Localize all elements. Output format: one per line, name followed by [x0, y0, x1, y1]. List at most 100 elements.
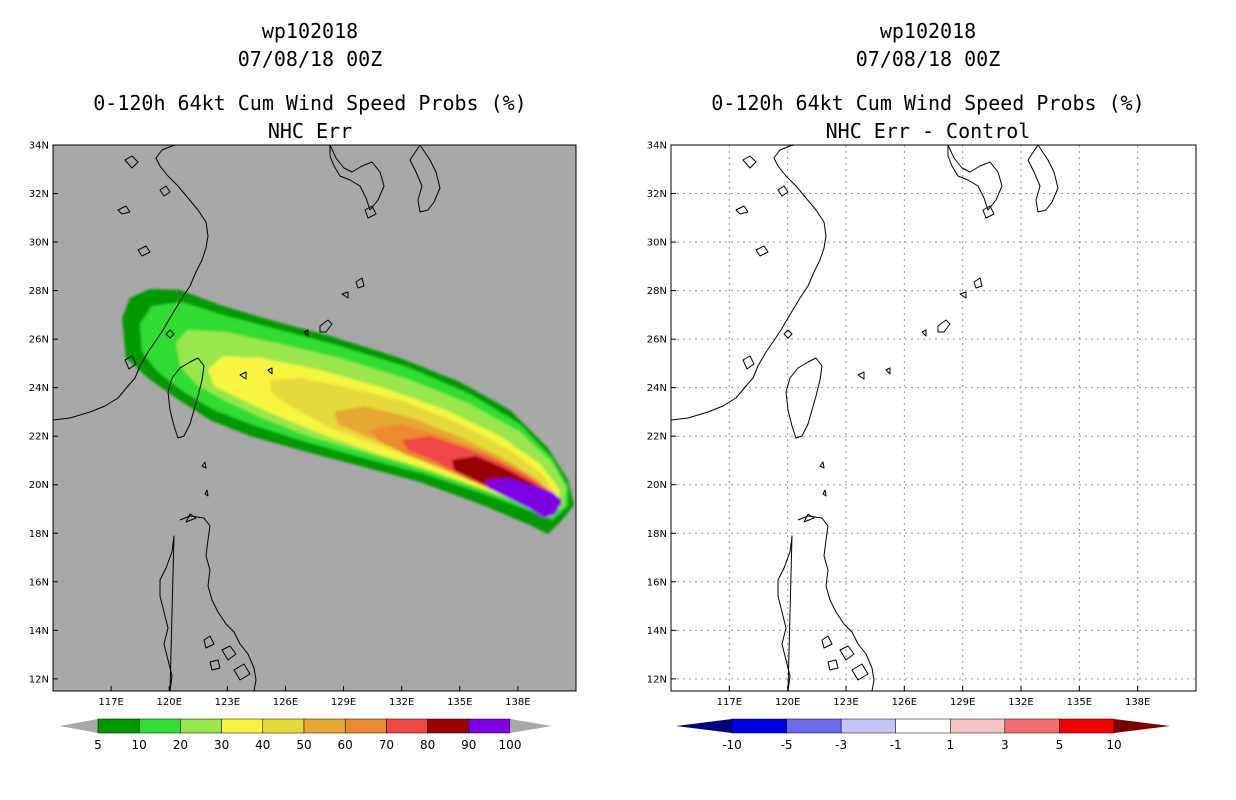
- colorbar-label: 30: [214, 738, 229, 752]
- y-tick-label: 30N: [29, 238, 49, 249]
- x-tick-label: 132E: [389, 697, 414, 708]
- right-colorbar-under-arrow: [676, 719, 732, 733]
- colorbar-swatch: [344, 718, 387, 734]
- left-title-subtitle: NHC Err: [268, 119, 352, 143]
- left-map-frame: [52, 144, 577, 692]
- y-tick-label: 20N: [29, 480, 49, 491]
- right-title-date: 07/08/18 00Z: [856, 47, 1001, 71]
- right-panel: wp102018 07/08/18 00Z 0-120h 64kt Cum Wi…: [647, 19, 1197, 752]
- y-tick-label: 24N: [647, 383, 667, 394]
- colorbar-label: -5: [781, 738, 793, 752]
- colorbar-label: 50: [296, 738, 311, 752]
- x-tick-label: 117E: [717, 697, 742, 708]
- colorbar-swatch: [1004, 718, 1060, 734]
- swath-level-90: [486, 478, 562, 518]
- colorbar-label: 5: [1056, 738, 1064, 752]
- y-tick-label: 28N: [647, 286, 667, 297]
- colorbar-label: 80: [420, 738, 435, 752]
- x-tick-label: 135E: [447, 697, 472, 708]
- y-tick-label: 14N: [647, 626, 667, 637]
- y-tick-label: 34N: [29, 141, 49, 152]
- right-title-product: 0-120h 64kt Cum Wind Speed Probs (%): [711, 91, 1144, 115]
- x-tick-label: 135E: [1067, 697, 1092, 708]
- x-tick-label: 120E: [775, 697, 800, 708]
- colorbar-swatch: [950, 718, 1006, 734]
- right-y-ticks: 12N 14N 16N 18N 20N 22N 24N 26N 28N 30N 32N 34N: [647, 141, 676, 685]
- right-title-storm: wp102018: [880, 19, 976, 43]
- right-map-frame: [670, 144, 1197, 692]
- y-tick-label: 24N: [29, 383, 49, 394]
- x-tick-label: 129E: [331, 697, 356, 708]
- y-tick-label: 14N: [29, 626, 49, 637]
- x-tick-label: 123E: [833, 697, 858, 708]
- colorbar-label: 10: [132, 738, 147, 752]
- colorbar-swatch: [221, 718, 264, 734]
- y-tick-label: 22N: [647, 432, 667, 443]
- colorbar-label: 20: [173, 738, 188, 752]
- y-tick-label: 22N: [29, 432, 49, 443]
- right-gridlines: [671, 144, 1196, 691]
- colorbar-swatch: [840, 718, 896, 734]
- y-tick-label: 32N: [647, 189, 667, 200]
- colorbar-swatch: [303, 718, 346, 734]
- y-tick-label: 26N: [647, 335, 667, 346]
- right-map-background: [671, 145, 1196, 691]
- y-tick-label: 16N: [647, 577, 667, 588]
- colorbar-swatch: [386, 718, 428, 734]
- left-x-ticks: 117E 120E 123E 126E 129E 132E 135E 138E: [98, 686, 531, 708]
- y-tick-label: 32N: [29, 189, 49, 200]
- colorbar-label: 3: [1001, 738, 1009, 752]
- left-colorbar-over-arrow: [510, 719, 552, 733]
- right-title-subtitle: NHC Err - Control: [826, 119, 1031, 143]
- x-tick-label: 138E: [505, 697, 530, 708]
- left-title-product: 0-120h 64kt Cum Wind Speed Probs (%): [93, 91, 526, 115]
- y-tick-label: 28N: [29, 286, 49, 297]
- colorbar-swatch: [180, 718, 222, 734]
- colorbar-swatch: [1059, 718, 1115, 734]
- y-tick-label: 20N: [647, 480, 667, 491]
- left-colorbar-under-arrow: [60, 719, 98, 733]
- colorbar-label: 5: [94, 738, 102, 752]
- right-colorbar: -10 -5 -3 -1 1 3 5 10: [676, 718, 1170, 752]
- y-tick-label: 34N: [647, 141, 667, 152]
- x-tick-label: 138E: [1125, 697, 1150, 708]
- x-tick-label: 126E: [273, 697, 298, 708]
- x-tick-label: 120E: [157, 697, 182, 708]
- colorbar-swatch: [97, 718, 140, 734]
- left-title-date: 07/08/18 00Z: [238, 47, 383, 71]
- colorbar-label: 60: [338, 738, 353, 752]
- colorbar-label: 90: [461, 738, 476, 752]
- colorbar-label: -10: [722, 738, 742, 752]
- colorbar-swatch: [427, 718, 470, 734]
- x-tick-label: 123E: [215, 697, 240, 708]
- colorbar-swatch: [468, 718, 511, 734]
- colorbar-label: 1: [946, 738, 954, 752]
- colorbar-swatch: [895, 718, 951, 734]
- probability-swath: [53, 145, 574, 691]
- left-y-ticks: 12N 14N 16N 18N 20N 22N 24N 26N 28N 30N 32N 34N: [29, 141, 58, 685]
- left-panel: wp102018 07/08/18 00Z 0-120h 64kt Cum Wi…: [29, 19, 577, 752]
- colorbar-swatch: [262, 718, 305, 734]
- colorbar-label: 10: [1106, 738, 1121, 752]
- left-title-storm: wp102018: [262, 19, 358, 43]
- colorbar-label: 40: [255, 738, 270, 752]
- colorbar-swatch: [138, 718, 181, 734]
- left-colorbar: 5 10 20 30 40 50 60 70 80 90 100: [60, 718, 552, 752]
- x-tick-label: 126E: [892, 697, 917, 708]
- colorbar-swatch: [786, 718, 842, 734]
- right-colorbar-over-arrow: [1114, 719, 1170, 733]
- colorbar-label: 100: [499, 738, 522, 752]
- x-tick-label: 132E: [1008, 697, 1033, 708]
- colorbar-label: -1: [890, 738, 902, 752]
- y-tick-label: 30N: [647, 238, 667, 249]
- y-tick-label: 26N: [29, 335, 49, 346]
- colorbar-swatch: [731, 718, 787, 734]
- y-tick-label: 12N: [647, 674, 667, 685]
- y-tick-label: 12N: [29, 674, 49, 685]
- x-tick-label: 117E: [98, 697, 123, 708]
- y-tick-label: 18N: [29, 529, 49, 540]
- colorbar-label: -3: [835, 738, 847, 752]
- y-tick-label: 18N: [647, 529, 667, 540]
- y-tick-label: 16N: [29, 577, 49, 588]
